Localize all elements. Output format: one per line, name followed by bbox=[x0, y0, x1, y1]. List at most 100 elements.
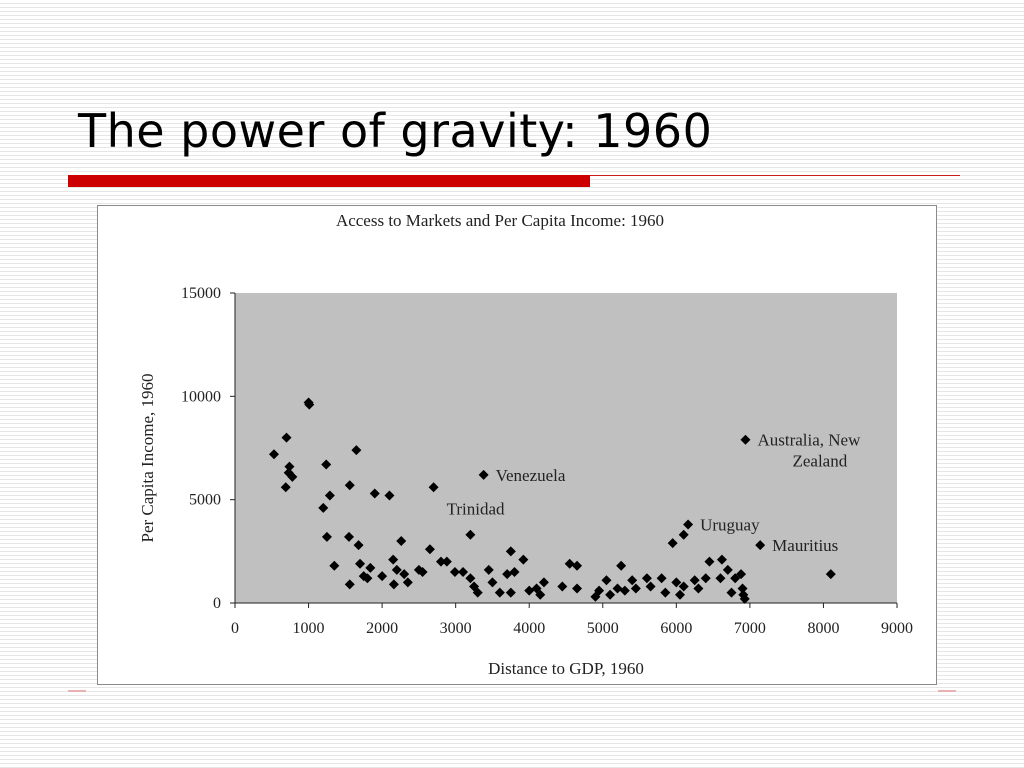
data-point bbox=[362, 573, 373, 584]
data-point bbox=[351, 445, 362, 456]
data-point bbox=[402, 577, 413, 588]
data-point bbox=[557, 581, 568, 592]
data-point bbox=[329, 560, 340, 571]
data-point bbox=[321, 531, 332, 542]
x-tick-label: 0 bbox=[231, 620, 239, 637]
plot-area bbox=[235, 293, 897, 603]
data-point bbox=[388, 579, 399, 590]
x-axis-label: Distance to GDP, 1960 bbox=[488, 659, 644, 678]
data-point bbox=[365, 562, 376, 573]
data-point bbox=[344, 579, 355, 590]
data-point bbox=[700, 573, 711, 584]
point-annotation: Zealand bbox=[792, 452, 847, 471]
data-point bbox=[641, 573, 652, 584]
data-point bbox=[283, 467, 294, 478]
data-point bbox=[739, 593, 750, 604]
data-point bbox=[324, 490, 335, 501]
data-point bbox=[678, 581, 689, 592]
point-annotation: Uruguay bbox=[700, 515, 760, 534]
y-tick-label: 5000 bbox=[189, 492, 221, 509]
data-point bbox=[594, 585, 605, 596]
data-point bbox=[619, 585, 630, 596]
data-point bbox=[675, 589, 686, 600]
data-point bbox=[825, 569, 836, 580]
data-point bbox=[384, 490, 395, 501]
data-point bbox=[424, 544, 435, 555]
data-point bbox=[667, 538, 678, 549]
data-point bbox=[693, 583, 704, 594]
data-point bbox=[645, 581, 656, 592]
x-tick-label: 8000 bbox=[807, 620, 839, 637]
data-point bbox=[601, 575, 612, 586]
x-tick-label: 4000 bbox=[513, 620, 545, 637]
data-point bbox=[458, 567, 469, 577]
data-point bbox=[268, 449, 279, 460]
x-tick-label: 5000 bbox=[587, 620, 619, 637]
point-annotation: Venezuela bbox=[496, 466, 566, 485]
data-point bbox=[281, 432, 292, 443]
data-point bbox=[660, 587, 671, 598]
y-tick-label: 15000 bbox=[181, 285, 221, 302]
scatter-chart: Access to Markets and Per Capita Income:… bbox=[138, 211, 913, 678]
data-point bbox=[524, 585, 535, 596]
data-point bbox=[399, 569, 410, 580]
data-point bbox=[396, 536, 407, 546]
data-point bbox=[538, 577, 549, 588]
x-tick-label: 2000 bbox=[366, 620, 398, 637]
data-point bbox=[318, 502, 329, 513]
data-point bbox=[715, 573, 726, 584]
x-tick-label: 1000 bbox=[293, 620, 325, 637]
data-point bbox=[572, 560, 583, 571]
data-point bbox=[449, 567, 460, 577]
data-point bbox=[627, 575, 638, 586]
data-point bbox=[487, 577, 498, 588]
data-point bbox=[391, 564, 402, 575]
data-point bbox=[388, 554, 399, 565]
data-point bbox=[616, 560, 627, 571]
data-point bbox=[736, 569, 747, 580]
y-axis-label: Per Capita Income, 1960 bbox=[138, 373, 157, 542]
data-point bbox=[441, 556, 452, 567]
data-point bbox=[284, 461, 295, 472]
data-point bbox=[755, 540, 766, 551]
data-point bbox=[612, 583, 623, 594]
data-point bbox=[472, 587, 483, 598]
data-point bbox=[509, 567, 520, 577]
data-point bbox=[344, 480, 355, 491]
data-point bbox=[564, 558, 575, 569]
data-point bbox=[494, 587, 505, 598]
x-tick-label: 7000 bbox=[734, 620, 766, 637]
data-point bbox=[590, 591, 601, 602]
slide-title: The power of gravity: 1960 bbox=[78, 104, 713, 158]
title-rule-thick bbox=[68, 175, 590, 187]
data-point bbox=[377, 571, 388, 582]
chart-frame: Access to Markets and Per Capita Income:… bbox=[97, 205, 937, 685]
data-point bbox=[656, 573, 667, 584]
data-point bbox=[428, 482, 439, 493]
data-point bbox=[435, 556, 446, 567]
data-point bbox=[280, 482, 291, 493]
x-tick-label: 3000 bbox=[440, 620, 472, 637]
data-point bbox=[369, 488, 380, 499]
data-point bbox=[740, 434, 751, 445]
data-point bbox=[483, 564, 494, 575]
data-point bbox=[465, 529, 476, 540]
data-point bbox=[726, 587, 737, 598]
data-point bbox=[502, 569, 513, 580]
point-annotation: Trinidad bbox=[447, 499, 505, 518]
data-point bbox=[683, 519, 694, 530]
chart-title: Access to Markets and Per Capita Income:… bbox=[336, 211, 664, 230]
data-point bbox=[704, 556, 715, 567]
bottom-right-accent bbox=[938, 690, 956, 692]
data-point bbox=[505, 587, 516, 598]
data-point bbox=[678, 529, 689, 540]
data-point bbox=[671, 577, 682, 588]
data-point bbox=[478, 469, 489, 480]
data-point bbox=[353, 540, 364, 551]
data-point bbox=[344, 531, 355, 542]
data-point bbox=[465, 573, 476, 584]
data-point bbox=[730, 573, 741, 584]
data-point bbox=[518, 554, 529, 565]
y-tick-label: 0 bbox=[213, 595, 221, 612]
data-point bbox=[355, 558, 366, 569]
